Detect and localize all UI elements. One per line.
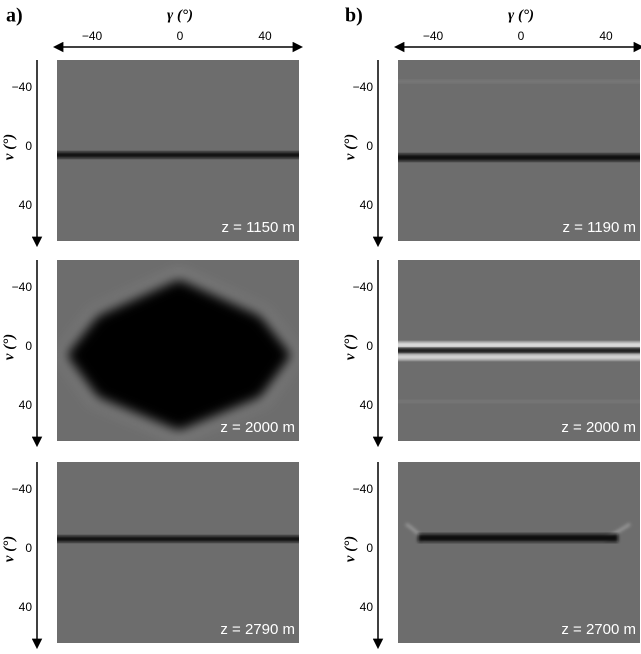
dark-band <box>418 534 618 542</box>
y-axis-label: ν (°) <box>1 334 17 360</box>
y-tick-label: −40 <box>12 280 33 294</box>
x-tick-label: 40 <box>258 29 272 43</box>
dark-band <box>398 348 640 353</box>
panel-background <box>57 462 299 643</box>
panel-background <box>398 60 640 241</box>
x-tick-label: −40 <box>82 29 103 43</box>
y-tick-label: −40 <box>353 80 374 94</box>
image-panel <box>398 60 640 241</box>
x-axis-label: γ (°) <box>508 7 534 23</box>
y-tick-label: −40 <box>12 80 33 94</box>
y-axis-label: ν (°) <box>1 536 17 562</box>
dark-band <box>398 80 640 83</box>
y-axis-label: ν (°) <box>342 536 358 562</box>
y-axis-label: ν (°) <box>342 134 358 160</box>
y-tick-label: 40 <box>19 398 33 412</box>
y-tick-label: 0 <box>25 339 32 353</box>
y-tick-label: 40 <box>19 600 33 614</box>
y-tick-label: −40 <box>12 482 33 496</box>
image-panel <box>398 260 640 441</box>
panel-label: b) <box>345 5 363 27</box>
y-tick-label: 40 <box>360 198 374 212</box>
dark-band <box>398 154 640 161</box>
depth-annotation: z = 2000 m <box>561 419 636 436</box>
x-tick-label: 0 <box>518 29 525 43</box>
y-tick-label: 0 <box>366 541 373 555</box>
dark-band <box>57 152 299 158</box>
x-tick-label: −40 <box>423 29 444 43</box>
y-tick-label: 0 <box>25 541 32 555</box>
y-tick-label: 40 <box>360 398 374 412</box>
image-panel <box>57 60 299 241</box>
depth-annotation: z = 2700 m <box>561 621 636 638</box>
y-tick-label: 0 <box>366 139 373 153</box>
x-tick-label: 0 <box>177 29 184 43</box>
y-tick-label: −40 <box>353 280 374 294</box>
panel-background <box>398 462 640 643</box>
dark-band <box>398 342 640 348</box>
panel-background <box>57 60 299 241</box>
y-axis-label: ν (°) <box>342 334 358 360</box>
dark-band <box>398 354 640 360</box>
dark-region <box>65 278 293 432</box>
image-panel <box>57 260 299 441</box>
dark-band <box>57 536 299 542</box>
y-axis-label: ν (°) <box>1 134 17 160</box>
image-panel <box>57 462 299 643</box>
x-tick-label: 40 <box>599 29 613 43</box>
y-tick-label: −40 <box>353 482 374 496</box>
y-tick-label: 0 <box>25 139 32 153</box>
y-tick-label: 40 <box>19 198 33 212</box>
y-tick-label: 0 <box>366 339 373 353</box>
depth-annotation: z = 2790 m <box>220 621 295 638</box>
depth-annotation: z = 2000 m <box>220 419 295 436</box>
image-panel <box>398 462 640 643</box>
dark-band <box>398 400 640 403</box>
depth-annotation: z = 1190 m <box>562 219 636 236</box>
y-tick-label: 40 <box>360 600 374 614</box>
depth-annotation: z = 1150 m <box>221 219 295 236</box>
panel-label: a) <box>6 5 23 27</box>
x-axis-label: γ (°) <box>167 7 193 23</box>
